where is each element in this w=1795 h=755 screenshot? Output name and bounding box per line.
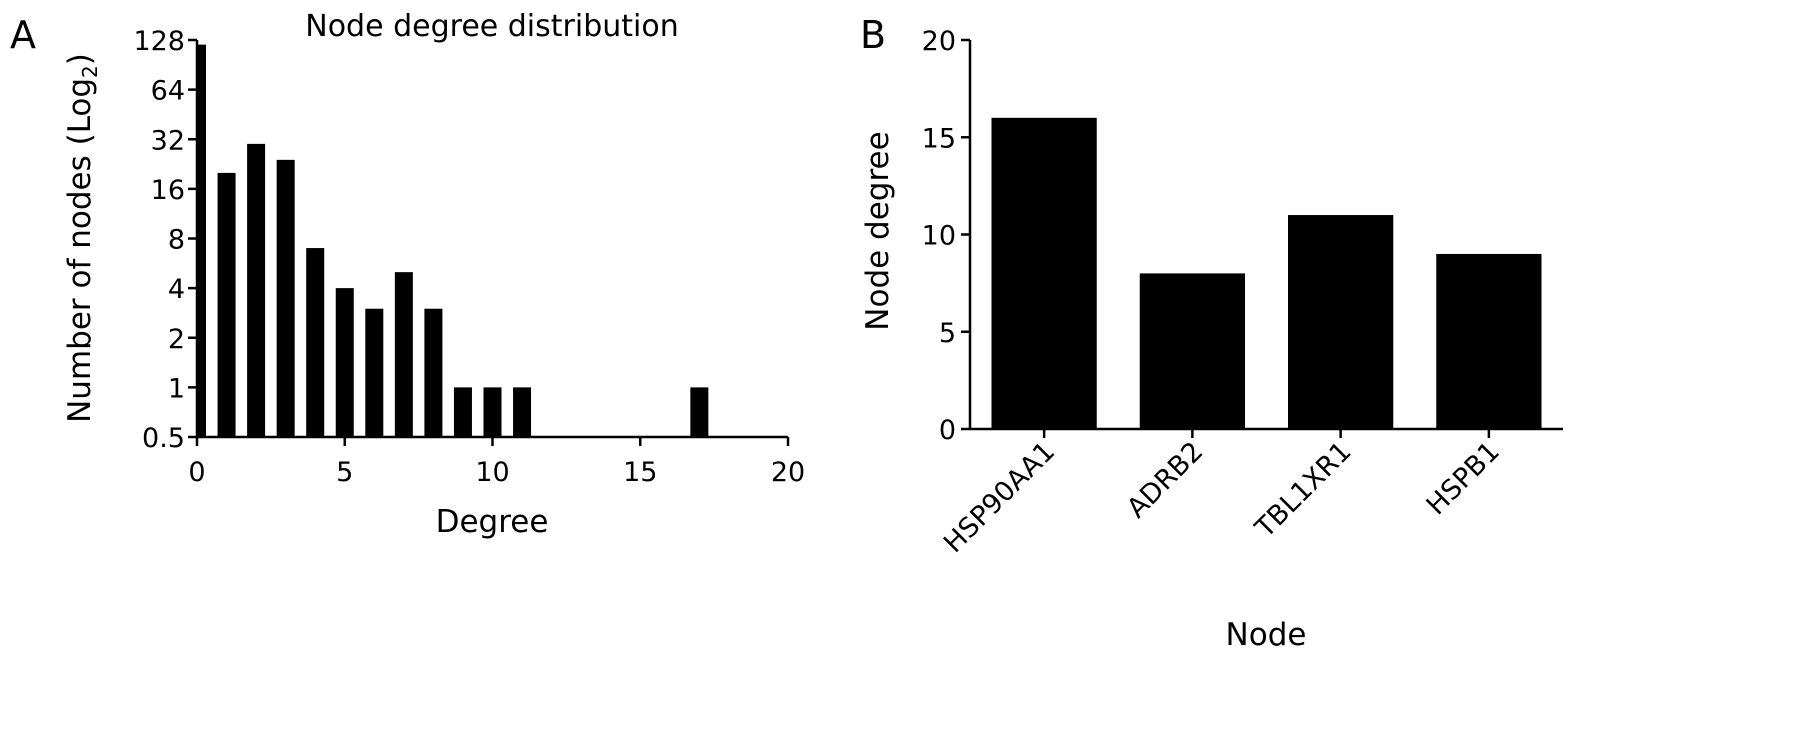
category-label: ADRB2 [1121,436,1209,524]
histogram-bar-degree-1 [217,172,236,437]
y-tick-label: 32 [151,125,185,156]
panel-a-bars [197,44,709,438]
y-tick-label: 8 [168,225,185,256]
y-tick-label: 15 [922,123,956,154]
panel-a-title: Node degree distribution [305,9,678,44]
histogram-bar-degree-3 [276,159,295,437]
bar-tbl1xr1 [1287,215,1394,429]
x-tick-label: 10 [475,457,509,488]
y-tick-label: 2 [168,324,185,355]
y-tick-label: 0.5 [142,423,185,454]
panel-a-ticks: 0.5 1 2 4 8 16 32 64 128 0 5 10 15 20 [133,26,805,488]
y-tick-label: 16 [151,175,185,206]
histogram-bar-degree-4 [306,248,325,437]
category-label: TBL1XR1 [1249,436,1358,545]
y-tick-label: 128 [133,26,185,57]
panel-b-node-degree: B HSP90AA1 ADRB2 TBL1XR1 HSPB1 0 5 10 15 20 Node… [860,13,1563,653]
histogram-bar-degree-10 [483,387,502,437]
bar-hspb1 [1436,253,1542,429]
histogram-bar-degree-6 [365,308,384,437]
histogram-bar-degree-11 [513,387,532,437]
x-tick-label: 5 [336,457,353,488]
panel-a-degree-distribution: A Node degree distribution 0.5 1 2 4 8 16 32 64… [10,9,805,540]
y-tick-label: 64 [151,76,185,107]
y-tick-label: 0 [939,415,956,446]
y-tick-label: 10 [922,221,956,252]
panel-a-y-axis-label: Number of nodes (Log2) [62,53,102,423]
histogram-bar-degree-5 [335,288,354,437]
panel-a-x-axis-label: Degree [436,504,549,540]
x-tick-label: 0 [188,457,205,488]
panel-b-x-axis-label: Node [1226,617,1307,653]
panel-b-y-axis-label: Node degree [860,131,896,330]
panel-b-letter: B [860,13,886,57]
y-tick-label: 4 [168,274,185,305]
panel-b-bars [991,117,1542,430]
y-tick-label: 5 [939,318,956,349]
bar-hsp90aa1 [991,117,1097,430]
histogram-bar-degree-17 [690,387,709,437]
x-tick-label: 20 [771,457,805,488]
bar-adrb2 [1139,273,1246,429]
y-tick-label: 20 [922,26,956,57]
category-label: HSPB1 [1421,436,1506,521]
x-tick-label: 15 [623,457,657,488]
category-label: HSP90AA1 [938,436,1061,559]
y-tick-label: 1 [168,373,185,404]
panel-a-letter: A [10,13,36,57]
histogram-bar-degree-8 [424,308,443,437]
histogram-bar-degree-2 [247,143,266,438]
histogram-bar-degree-0 [197,44,206,438]
histogram-bar-degree-7 [394,272,413,437]
histogram-bar-degree-9 [453,387,472,437]
